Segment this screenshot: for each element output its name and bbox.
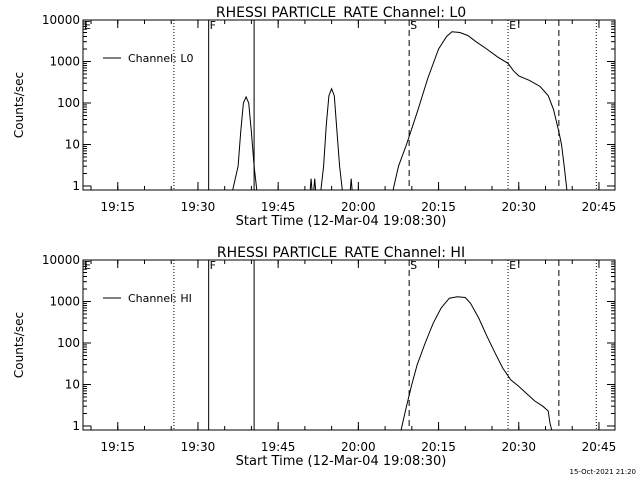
- x-tick-label: 20:15: [421, 440, 456, 454]
- event-marker-label: E: [509, 19, 516, 32]
- x-tick-label: 20:00: [341, 440, 376, 454]
- chart-panel-hi: RHESSI PARTICLE_RATE Channel: HI 19:15 19:…: [12, 245, 616, 469]
- y-axis-label: Counts/sec: [12, 72, 26, 138]
- event-marker-label: F: [210, 259, 216, 272]
- y-tick-label: 1: [72, 179, 80, 193]
- y-tick-label: 100: [57, 336, 80, 350]
- x-axis-label: Start Time (12-Mar-04 19:08:30): [236, 214, 447, 229]
- plot-frame: [82, 19, 616, 191]
- footer-timestamp: 15-Oct-2021 21:20: [570, 468, 636, 476]
- y-tick-label: 10: [65, 137, 80, 151]
- series-line-0: [400, 296, 553, 431]
- x-tick-label: 20:00: [341, 200, 376, 214]
- chart-panel-lo: RHESSI PARTICLE_RATE Channel: L0 19:15 19:…: [12, 5, 616, 229]
- y-axis-label: Counts/sec: [12, 312, 26, 378]
- x-tick-label: 20:45: [582, 440, 617, 454]
- legend-entry: Channel: HI: [128, 292, 192, 305]
- y-tick-label: 10000: [42, 253, 80, 267]
- legend-entry: Channel: L0: [128, 52, 194, 65]
- event-marker-label: F: [210, 19, 216, 32]
- y-tick-label: 100: [57, 96, 80, 110]
- x-tick-label: 19:30: [181, 200, 216, 214]
- x-tick-label: 19:45: [261, 200, 296, 214]
- x-tick-label: 19:15: [100, 200, 135, 214]
- x-axis-label: Start Time (12-Mar-04 19:08:30): [236, 454, 447, 469]
- y-tick-label: 1: [72, 419, 80, 433]
- y-tick-label: 1000: [49, 294, 80, 308]
- chart-title: RHESSI PARTICLE_RATE Channel: HI: [217, 245, 465, 261]
- chart-title: RHESSI PARTICLE_RATE Channel: L0: [216, 5, 466, 21]
- y-tick-label: 10000: [42, 13, 80, 27]
- series-line-0: [232, 31, 568, 191]
- y-tick-label: 10: [65, 377, 80, 391]
- event-marker-label: E: [84, 259, 91, 272]
- plot-frame: [82, 259, 616, 431]
- x-tick-label: 19:30: [181, 440, 216, 454]
- x-tick-label: 20:30: [501, 440, 536, 454]
- x-tick-label: 20:45: [582, 200, 617, 214]
- event-marker-label: S: [410, 259, 417, 272]
- x-tick-label: 20:15: [421, 200, 456, 214]
- y-tick-label: 1000: [49, 54, 80, 68]
- x-tick-label: 19:45: [261, 440, 296, 454]
- event-marker-label: E: [84, 19, 91, 32]
- event-marker-label: S: [410, 19, 417, 32]
- x-tick-label: 20:30: [501, 200, 536, 214]
- event-marker-label: E: [509, 259, 516, 272]
- x-tick-label: 19:15: [100, 440, 135, 454]
